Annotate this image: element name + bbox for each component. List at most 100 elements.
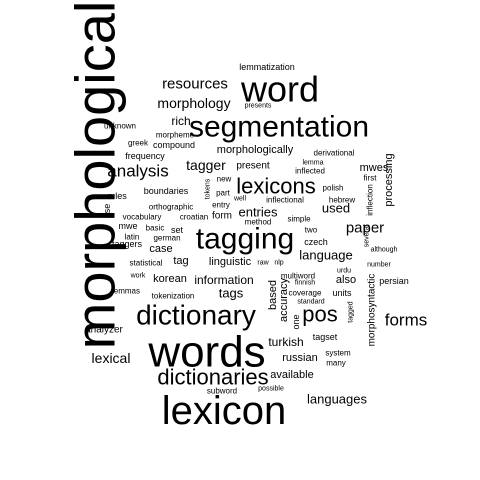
cloud-word-paper: paper (346, 220, 384, 237)
cloud-word-dictionaries: dictionaries (157, 365, 268, 390)
cloud-word-lemmas: lemmas (112, 287, 140, 296)
cloud-word-inflectional: inflectional (266, 196, 304, 205)
cloud-word-rules: rules (107, 191, 127, 201)
cloud-word-languages: languages (307, 392, 367, 407)
cloud-word-finnish: finnish (295, 280, 315, 287)
cloud-word-lexicons: lexicons (236, 174, 315, 199)
cloud-word-nlp: nlp (274, 260, 283, 267)
cloud-word-morphologically: morphologically (217, 144, 294, 156)
cloud-word-words: words (147, 328, 265, 377)
cloud-word-croatian: croatian (180, 213, 208, 222)
cloud-word-inflected: inflected (295, 167, 325, 176)
cloud-word-korean: korean (153, 273, 187, 285)
cloud-word-tokens: tokens (205, 178, 212, 199)
cloud-word-boundaries: boundaries (144, 186, 189, 196)
cloud-word-number: number (367, 262, 391, 269)
cloud-word-lemmatization: lemmatization (239, 62, 295, 72)
cloud-word-czech: czech (304, 237, 328, 247)
cloud-word-tagset: tagset (313, 332, 338, 342)
cloud-word-language: language (299, 248, 353, 263)
cloud-word-many: many (326, 359, 346, 368)
cloud-word-analysis: analysis (107, 162, 168, 181)
cloud-word-subword: subword (207, 387, 237, 396)
cloud-word-mwe: mwe (118, 221, 137, 231)
cloud-word-hebrew: hebrew (329, 196, 355, 205)
cloud-word-greek: greek (128, 139, 149, 148)
cloud-word-word: word (240, 69, 319, 110)
cloud-word-entry: entry (212, 201, 230, 210)
cloud-word-multiword: multiword (281, 272, 315, 281)
cloud-word-case: case (149, 243, 172, 255)
cloud-word-coverage: coverage (289, 289, 322, 298)
cloud-word-work: work (130, 273, 146, 280)
cloud-word-tag: tag (173, 255, 188, 267)
cloud-word-new: new (217, 175, 232, 184)
cloud-word-segmentation: segmentation (189, 111, 369, 144)
cloud-word-standard: standard (297, 299, 324, 306)
cloud-word-well: well (233, 196, 247, 203)
cloud-word-use: use (102, 204, 112, 219)
cloud-word-system: system (325, 349, 351, 358)
cloud-word-rich: rich (171, 114, 190, 128)
cloud-word-vocabulary: vocabulary (123, 213, 162, 222)
cloud-word-presents: presents (245, 103, 272, 110)
cloud-word-lemma: lemma (302, 160, 323, 167)
cloud-word-lexicon: lexicon (162, 389, 287, 433)
cloud-word-linguistic: linguistic (209, 256, 252, 268)
cloud-word-dictionary: dictionary (136, 300, 256, 331)
word-cloud-words: morphologicalwordslexiconsegmentationwor… (64, 1, 428, 433)
cloud-word-method: method (245, 218, 272, 227)
cloud-word-tagging: tagging (196, 223, 294, 256)
cloud-word-simple: simple (287, 215, 311, 224)
cloud-word-set: set (171, 225, 184, 235)
cloud-word-present: present (236, 161, 270, 172)
cloud-word-units: units (332, 288, 352, 298)
cloud-word-tokenization: tokenization (152, 292, 195, 301)
cloud-word-tags: tags (219, 286, 244, 301)
cloud-word-urdu: urdu (337, 268, 351, 275)
cloud-word-orthographic: orthographic (149, 203, 193, 212)
cloud-word-unknown: unknown (104, 122, 136, 131)
cloud-word-russian: russian (282, 352, 317, 364)
cloud-word-one: one (291, 314, 301, 329)
cloud-word-analyzer: analyzer (85, 325, 123, 336)
cloud-word-form: form (212, 211, 232, 222)
cloud-word-information: information (194, 273, 253, 287)
cloud-word-derivational: derivational (314, 149, 355, 158)
cloud-word-forms: forms (385, 311, 428, 330)
cloud-word-basic: basic (146, 224, 165, 233)
cloud-word-resources: resources (162, 76, 228, 93)
cloud-word-persian: persian (379, 276, 409, 286)
cloud-word-taggers: taggers (112, 239, 143, 249)
cloud-word-although: although (371, 247, 398, 254)
cloud-word-morphology: morphology (157, 95, 230, 111)
cloud-word-compound: compound (153, 140, 195, 150)
cloud-word-frequency: frequency (125, 151, 165, 161)
cloud-word-tagged: tagged (348, 301, 355, 323)
cloud-word-pos: pos (302, 302, 337, 327)
cloud-word-two: two (305, 226, 318, 235)
cloud-word-processing: processing (383, 153, 395, 206)
cloud-word-turkish: turkish (268, 335, 303, 349)
cloud-word-first: first (364, 174, 378, 183)
cloud-word-possible: possible (258, 386, 284, 393)
cloud-word-morphosyntactic: morphosyntactic (367, 274, 378, 347)
cloud-word-statistical: statistical (130, 259, 163, 268)
cloud-word-several: several (364, 224, 371, 247)
cloud-word-part: part (216, 189, 231, 198)
cloud-word-inflection: inflection (366, 184, 375, 216)
cloud-word-entries: entries (238, 205, 278, 220)
cloud-word-accuracy: accuracy (278, 277, 290, 322)
cloud-word-available: available (270, 369, 313, 381)
cloud-word-morphological: morphological (64, 1, 127, 350)
cloud-word-german: german (153, 234, 180, 243)
cloud-word-tagger: tagger (186, 157, 226, 173)
cloud-word-based: based (267, 280, 279, 310)
cloud-word-lexical: lexical (92, 350, 131, 366)
cloud-word-mwes: mwes (360, 162, 389, 174)
cloud-word-polish: polish (323, 184, 344, 193)
cloud-word-used: used (322, 201, 350, 216)
cloud-word-raw: raw (257, 260, 269, 267)
cloud-word-latin: latin (125, 233, 140, 242)
